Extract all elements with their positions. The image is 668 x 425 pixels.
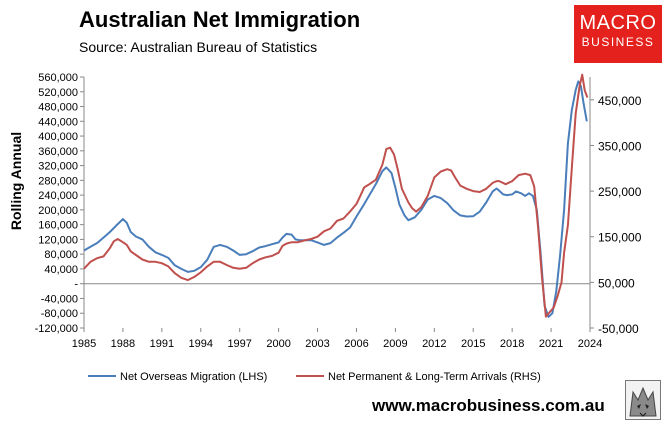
macrobusiness-logo: MACRO BUSINESS bbox=[574, 5, 662, 63]
right-tick-label: 350,000 bbox=[598, 139, 642, 153]
x-tick-label: 1997 bbox=[227, 338, 251, 350]
legend-label: Net Overseas Migration (LHS) bbox=[120, 371, 267, 383]
x-tick-label: 2015 bbox=[461, 338, 485, 350]
logo-line-2: BUSINESS bbox=[581, 35, 655, 49]
left-tick-label: -40,000 bbox=[41, 293, 78, 305]
x-tick-label: 1991 bbox=[150, 338, 174, 350]
chart-legend: Net Overseas Migration (LHS) Net Permanen… bbox=[88, 371, 541, 383]
x-tick-label: 2003 bbox=[305, 338, 329, 350]
x-tick-label: 1985 bbox=[72, 338, 96, 350]
left-tick-label: 240,000 bbox=[38, 190, 78, 202]
right-tick-label: 150,000 bbox=[598, 231, 642, 245]
y-axis-label: Rolling Annual bbox=[8, 132, 24, 230]
x-tick-label: 2006 bbox=[344, 338, 368, 350]
left-tick-label: 160,000 bbox=[38, 220, 78, 232]
legend-label: Net Permanent & Long-Term Arrivals (RHS) bbox=[328, 371, 541, 383]
x-tick-label: 2009 bbox=[383, 338, 407, 350]
right-axis-ticks: 450,000 350,000 250,000 150,000 50,000 -50,00… bbox=[590, 94, 642, 336]
x-tick-label: 2012 bbox=[422, 338, 446, 350]
right-tick-label: 450,000 bbox=[598, 94, 642, 108]
series-line-net-overseas-migration bbox=[83, 80, 588, 318]
series-line-net-permanent-arrivals bbox=[83, 73, 589, 318]
left-tick-label: 80,000 bbox=[44, 249, 78, 261]
x-tick-label: 2021 bbox=[539, 338, 563, 350]
left-tick-label: 120,000 bbox=[38, 234, 78, 246]
right-tick-label: 250,000 bbox=[598, 185, 642, 199]
x-tick-label: 2024 bbox=[578, 338, 602, 350]
chart-source: Source: Australian Bureau of Statistics bbox=[79, 39, 318, 55]
left-tick-label: 480,000 bbox=[38, 102, 78, 114]
left-tick-label: 280,000 bbox=[38, 175, 78, 187]
left-tick-label: 400,000 bbox=[38, 131, 78, 143]
left-tick-label: 40,000 bbox=[44, 264, 78, 276]
left-tick-label: 200,000 bbox=[38, 205, 78, 217]
left-tick-label: - bbox=[74, 279, 78, 291]
left-axis-ticks: 560,000 520,000 480,000 440,000 400,000 360,0… bbox=[35, 72, 84, 335]
x-tick-label: 2018 bbox=[500, 338, 524, 350]
logo-line-1: MACRO bbox=[579, 12, 657, 34]
left-tick-label: -120,000 bbox=[35, 323, 78, 335]
left-tick-label: 560,000 bbox=[38, 72, 78, 84]
right-tick-label: 50,000 bbox=[598, 276, 635, 290]
series-lines bbox=[83, 73, 589, 318]
right-tick-label: -50,000 bbox=[598, 322, 639, 336]
x-tick-label: 1988 bbox=[111, 338, 135, 350]
x-axis-ticks: 1985 1988 1991 1994 1997 2000 2003 2006 2009 2012… bbox=[72, 328, 602, 350]
left-tick-label: -80,000 bbox=[41, 308, 78, 320]
left-tick-label: 360,000 bbox=[38, 146, 78, 158]
chart-title: Australian Net Immigration bbox=[79, 7, 361, 32]
left-tick-label: 520,000 bbox=[38, 87, 78, 99]
x-tick-label: 2000 bbox=[266, 338, 290, 350]
left-tick-label: 320,000 bbox=[38, 161, 78, 173]
x-tick-label: 1994 bbox=[189, 338, 213, 350]
website-url: www.macrobusiness.com.au bbox=[372, 396, 605, 415]
left-tick-label: 440,000 bbox=[38, 116, 78, 128]
chart-axes bbox=[83, 77, 591, 328]
wolf-logo-icon bbox=[625, 380, 661, 420]
